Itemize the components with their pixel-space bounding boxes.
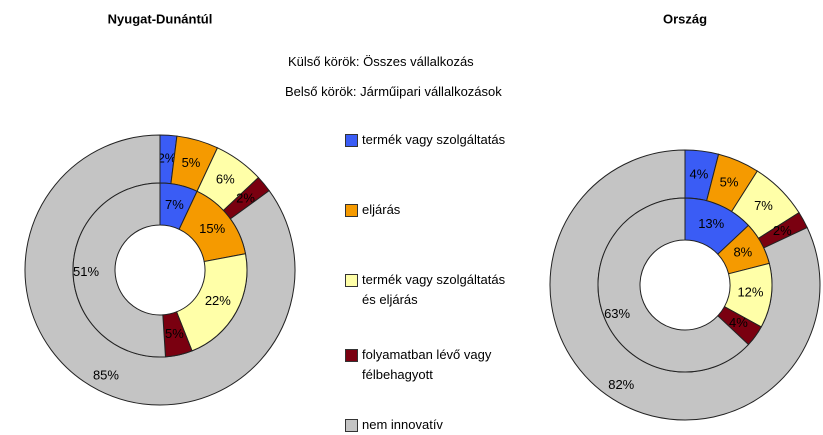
data-label: 63% [604,306,630,321]
data-label: 2% [158,151,177,166]
legend-swatch [345,419,358,432]
legend-swatch [345,134,358,147]
data-label: 5% [165,326,184,341]
data-label: 8% [733,245,752,260]
legend-swatch [345,349,358,362]
data-label: 82% [608,377,634,392]
slice [72,182,166,358]
data-label: 7% [165,197,184,212]
data-label: 22% [205,293,231,308]
legend-label: nem innovatív [362,417,443,432]
chart-title: Ország [663,11,707,26]
legend-label: eljárás [362,202,401,217]
data-label: 51% [73,264,99,279]
legend-swatch [345,204,358,217]
legend-label: folyamatban lévő vagy félbehagyott [362,347,492,382]
data-label: 5% [182,155,201,170]
data-label: 2% [236,191,255,206]
legend-swatch [345,274,358,287]
legend-label: termék vagy szolgáltatás és eljárás [362,272,506,307]
data-label: 6% [216,172,235,187]
note: Belső körök: Járműipari vállalkozások [285,84,502,99]
data-label: 85% [93,367,119,382]
data-label: 12% [737,285,763,300]
slice [597,197,750,373]
data-label: 4% [729,315,748,330]
data-label: 4% [690,166,709,181]
note: Külső körök: Összes vállalkozás [288,54,474,69]
chart-title: Nyugat-Dunántúl [108,11,213,26]
data-label: 13% [698,216,724,231]
data-label: 15% [199,221,225,236]
data-label: 5% [720,175,739,190]
data-label: 7% [754,198,773,213]
data-label: 2% [773,223,792,238]
legend-label: termék vagy szolgáltatás [362,132,506,147]
